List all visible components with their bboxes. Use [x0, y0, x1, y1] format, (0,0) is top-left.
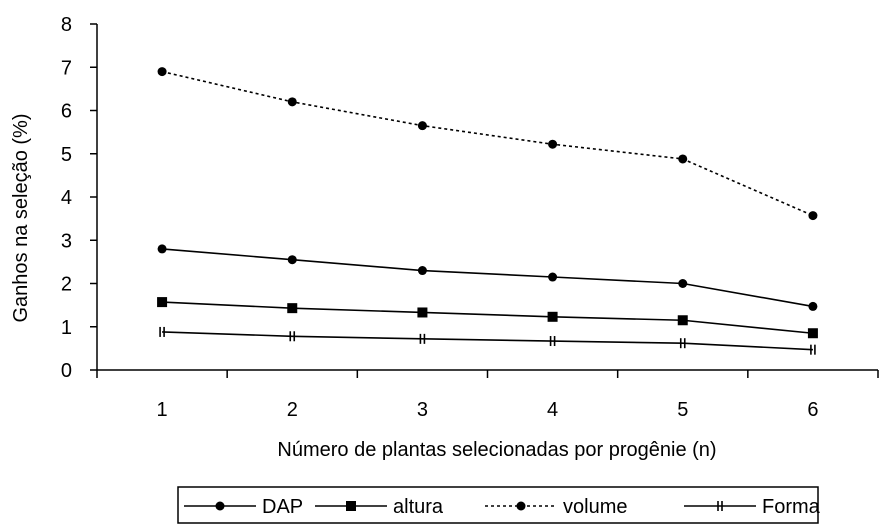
y-tick-label: 4	[61, 187, 72, 209]
legend-label-volume: volume	[563, 496, 627, 518]
data-point-volume	[678, 154, 688, 164]
data-point-dap	[548, 272, 558, 282]
x-tick-label: 2	[287, 399, 298, 421]
data-point-volume	[808, 211, 818, 221]
series-volume	[157, 67, 818, 221]
series-forma	[159, 326, 816, 355]
data-point-altura	[677, 315, 688, 326]
x-tick-label: 1	[157, 399, 168, 421]
data-point-dap	[157, 244, 167, 254]
legend-marker-forma	[717, 501, 723, 511]
legend-marker-dap	[215, 501, 225, 511]
data-point-altura	[417, 307, 428, 318]
y-axis-label: Ganhos na seleção (%)	[10, 113, 32, 322]
data-point-forma	[289, 331, 296, 342]
x-tick-label: 4	[547, 399, 558, 421]
x-tick-label: 6	[807, 399, 818, 421]
legend-marker-altura	[346, 501, 356, 511]
data-point-altura	[287, 303, 298, 314]
data-point-volume	[417, 121, 427, 131]
data-point-dap	[808, 301, 818, 311]
series-line-altura	[162, 301, 813, 335]
data-point-dap	[417, 266, 427, 276]
x-axis-label: Número de plantas selecionadas por progê…	[277, 439, 716, 461]
data-point-volume	[157, 67, 167, 77]
x-tick-label: 5	[677, 399, 688, 421]
y-tick-label: 1	[61, 317, 72, 339]
series-line-volume	[161, 70, 814, 217]
data-point-forma	[159, 326, 165, 337]
y-tick-label: 0	[61, 360, 72, 382]
data-point-dap	[287, 255, 297, 265]
y-tick-label: 6	[61, 101, 72, 123]
data-point-altura	[807, 328, 818, 339]
data-point-altura	[547, 311, 558, 322]
legend-label-dap: DAP	[262, 496, 303, 518]
series-altura	[157, 297, 818, 339]
data-point-forma	[419, 333, 426, 344]
series-group	[157, 67, 818, 355]
data-point-volume	[287, 97, 297, 107]
y-tick-label: 8	[61, 14, 72, 36]
series-line-dap	[162, 248, 814, 308]
x-tick-label: 3	[417, 399, 428, 421]
legend-label-forma: Forma	[762, 496, 821, 518]
data-point-forma	[549, 336, 556, 347]
y-tick-label: 7	[61, 57, 72, 79]
y-tick-label: 2	[61, 274, 72, 296]
data-point-forma	[810, 344, 816, 355]
data-point-dap	[678, 279, 688, 288]
data-point-forma	[679, 338, 686, 349]
legend-marker-volume	[516, 501, 526, 511]
y-tick-label: 3	[61, 230, 72, 252]
data-point-volume	[548, 139, 558, 149]
y-tick-label: 5	[61, 144, 72, 166]
data-point-altura	[157, 297, 168, 308]
series-dap	[157, 244, 818, 311]
series-line-forma	[162, 331, 813, 351]
legend-label-altura: altura	[393, 496, 444, 518]
axes: 0 1 2 3 4 5 6 7 8 1 2 3 4 5 6	[61, 14, 879, 421]
legend-box	[177, 486, 819, 524]
legend: DAP altura volume Forma	[177, 486, 821, 524]
